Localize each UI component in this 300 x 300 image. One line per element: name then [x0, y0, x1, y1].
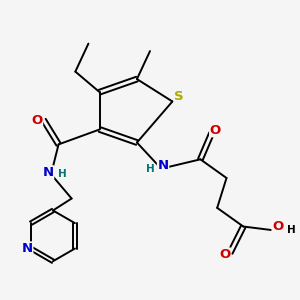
Text: H: H: [146, 164, 154, 174]
Text: H: H: [58, 169, 67, 179]
Text: N: N: [158, 159, 169, 172]
Text: O: O: [31, 114, 43, 127]
Text: O: O: [219, 248, 230, 261]
Text: N: N: [43, 166, 54, 179]
Text: O: O: [272, 220, 283, 233]
Text: O: O: [210, 124, 221, 137]
Text: S: S: [174, 91, 184, 103]
Text: H: H: [287, 225, 296, 235]
Text: N: N: [22, 242, 33, 255]
